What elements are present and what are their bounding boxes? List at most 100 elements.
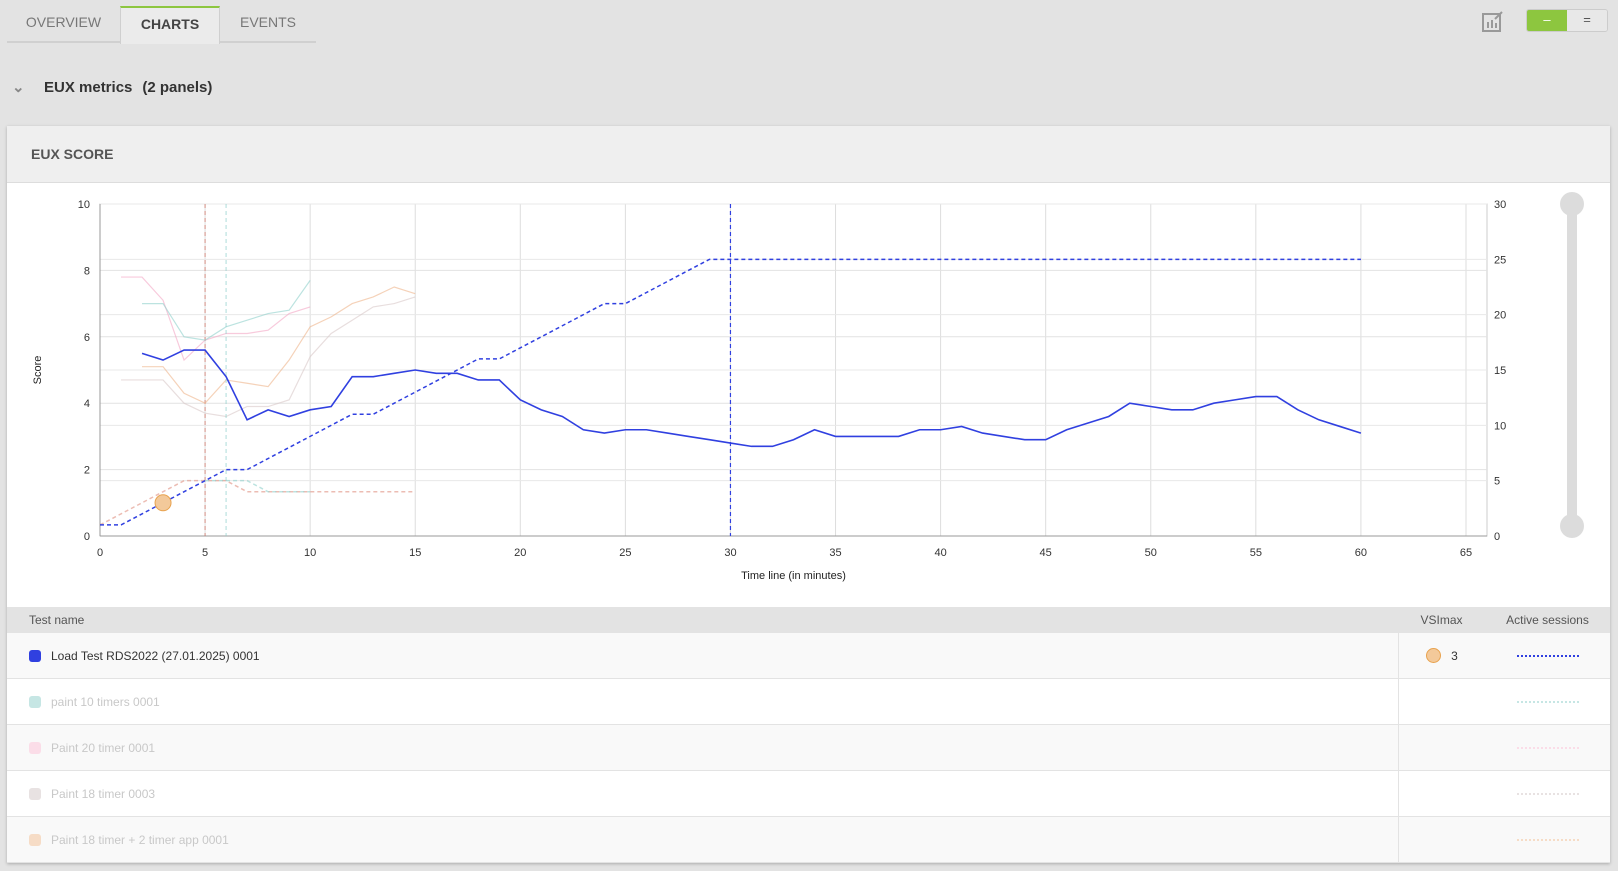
series-score-line — [142, 286, 416, 404]
active-sessions-cell — [1485, 725, 1610, 770]
panel-title: EUX SCORE — [7, 126, 1610, 183]
test-name: Paint 18 timer + 2 timer app 0001 — [51, 832, 229, 847]
y-tick-label: 2 — [84, 465, 90, 477]
chevron-down-icon: ⌄ — [12, 79, 25, 96]
series-score-line — [121, 276, 311, 362]
active-sessions-cell — [1485, 817, 1610, 862]
y-tick-label: 6 — [84, 332, 90, 344]
series-color-swatch — [29, 833, 41, 846]
series-score-line — [121, 296, 416, 418]
x-tick-label: 25 — [619, 547, 631, 559]
eux-score-panel: EUX SCORE 0 5 10 15 20 25 30 35 40 45 50 55 60 65 0 2 4 6… — [7, 126, 1610, 863]
table-row[interactable]: Load Test RDS2022 (27.01.2025) 0001 3 — [7, 633, 1610, 679]
legend-table: Test name VSImax Active sessions Load Te… — [7, 607, 1610, 863]
test-name-cell: Paint 20 timer 0001 — [7, 725, 1398, 770]
series-color-swatch — [29, 787, 41, 800]
series-score-line — [141, 349, 1362, 448]
tab-overview[interactable]: OVERVIEW — [25, 14, 102, 30]
y-tick-label: 8 — [84, 265, 90, 277]
test-name: Load Test RDS2022 (27.01.2025) 0001 — [51, 648, 260, 663]
x-tick-label: 15 — [409, 547, 421, 559]
vsimax-cell — [1398, 771, 1485, 816]
vsimax-cell: 3 — [1398, 633, 1485, 678]
series-score-line — [142, 280, 311, 341]
test-name: Paint 18 timer 0003 — [51, 786, 156, 801]
tab-charts[interactable]: CHARTS — [120, 6, 220, 44]
active-sessions-cell — [1485, 633, 1610, 678]
y2-tick-label: 0 — [1494, 531, 1500, 543]
sessions-line-sample — [1516, 792, 1579, 795]
section-count: (2 panels) — [142, 78, 213, 96]
expand-button[interactable]: = — [1567, 10, 1607, 31]
test-name-cell: Paint 18 timer 0003 — [7, 771, 1398, 816]
series-color-swatch — [29, 695, 41, 708]
slider-handle-top[interactable] — [1560, 192, 1584, 216]
active-sessions-cell — [1485, 679, 1610, 724]
sessions-line-sample — [1516, 654, 1579, 657]
sessions-line-sample — [1516, 700, 1579, 703]
x-tick-label: 0 — [97, 547, 103, 559]
x-tick-label: 60 — [1355, 547, 1367, 559]
slider-track[interactable] — [1567, 202, 1577, 532]
tab-events[interactable]: EVENTS — [239, 14, 296, 30]
x-tick-label: 30 — [724, 547, 736, 559]
series-sessions-line — [99, 479, 416, 526]
y2-tick-label: 10 — [1494, 420, 1506, 432]
series-color-swatch — [29, 741, 41, 754]
x-tick-label: 40 — [934, 547, 946, 559]
vsimax-cell — [1398, 725, 1485, 770]
y-tick-label: 0 — [84, 531, 90, 543]
x-tick-label: 35 — [829, 547, 841, 559]
y-tick-label: 4 — [84, 398, 90, 410]
collapse-button[interactable]: – — [1527, 10, 1567, 31]
table-header: Test name VSImax Active sessions — [7, 607, 1610, 633]
vsimax-marker — [154, 494, 172, 512]
test-name: paint 10 timers 0001 — [51, 694, 160, 709]
header-vsimax: VSImax — [1420, 613, 1463, 627]
vsimax-marker-icon — [1426, 648, 1442, 663]
series-color-swatch — [29, 649, 41, 662]
y-axis-title: Score — [32, 356, 44, 385]
x-tick-label: 50 — [1145, 547, 1157, 559]
tab-bar: OVERVIEW CHARTS EVENTS — [7, 6, 316, 44]
x-tick-label: 55 — [1250, 547, 1262, 559]
chart-edit-icon[interactable] — [1482, 10, 1504, 32]
layout-toggle: – = — [1526, 9, 1608, 32]
y2-tick-label: 5 — [1494, 476, 1500, 488]
zoom-slider[interactable] — [1560, 192, 1584, 542]
test-name: Paint 20 timer 0001 — [51, 740, 156, 755]
eux-score-chart: 0 5 10 15 20 25 30 35 40 45 50 55 60 65 0 2 4 6 8 10 0 5 10 15 2… — [32, 199, 1547, 582]
test-name-cell: Paint 18 timer + 2 timer app 0001 — [7, 817, 1398, 862]
toolbar: – = — [1482, 9, 1608, 32]
table-row[interactable]: paint 10 timers 0001 — [7, 679, 1610, 725]
slider-handle-bottom[interactable] — [1560, 514, 1584, 538]
vsimax-cell — [1398, 817, 1485, 862]
x-tick-label: 45 — [1040, 547, 1052, 559]
header-test-name: Test name — [29, 613, 85, 627]
y2-tick-label: 15 — [1494, 365, 1506, 377]
y-tick-label: 10 — [78, 199, 90, 211]
y2-tick-label: 30 — [1494, 199, 1506, 211]
table-row[interactable]: Paint 18 timer 0003 — [7, 771, 1610, 817]
x-tick-label: 5 — [202, 547, 208, 559]
sessions-line-sample — [1516, 746, 1579, 749]
x-axis-title: Time line (in minutes) — [741, 570, 846, 582]
active-sessions-cell — [1485, 771, 1610, 816]
x-tick-label: 10 — [304, 547, 316, 559]
header-active-sessions: Active sessions — [1506, 613, 1589, 627]
test-name-cell: paint 10 timers 0001 — [7, 679, 1398, 724]
vsimax-cell — [1398, 679, 1485, 724]
x-tick-label: 20 — [514, 547, 526, 559]
series-sessions-line — [205, 479, 311, 493]
vsimax-value: 3 — [1451, 648, 1458, 663]
test-name-cell: Load Test RDS2022 (27.01.2025) 0001 — [7, 633, 1398, 678]
y2-axis-title: Active Sessions — [1544, 331, 1547, 409]
table-row[interactable]: Paint 20 timer 0001 — [7, 725, 1610, 771]
table-row[interactable]: Paint 18 timer + 2 timer app 0001 — [7, 817, 1610, 863]
y2-tick-label: 20 — [1494, 310, 1506, 322]
sessions-line-sample — [1516, 838, 1579, 841]
x-tick-label: 65 — [1460, 547, 1472, 559]
section-toggle[interactable]: ⌄ EUX metrics (2 panels) — [12, 78, 213, 97]
section-title: EUX metrics — [44, 78, 133, 96]
y2-tick-label: 25 — [1494, 254, 1506, 266]
